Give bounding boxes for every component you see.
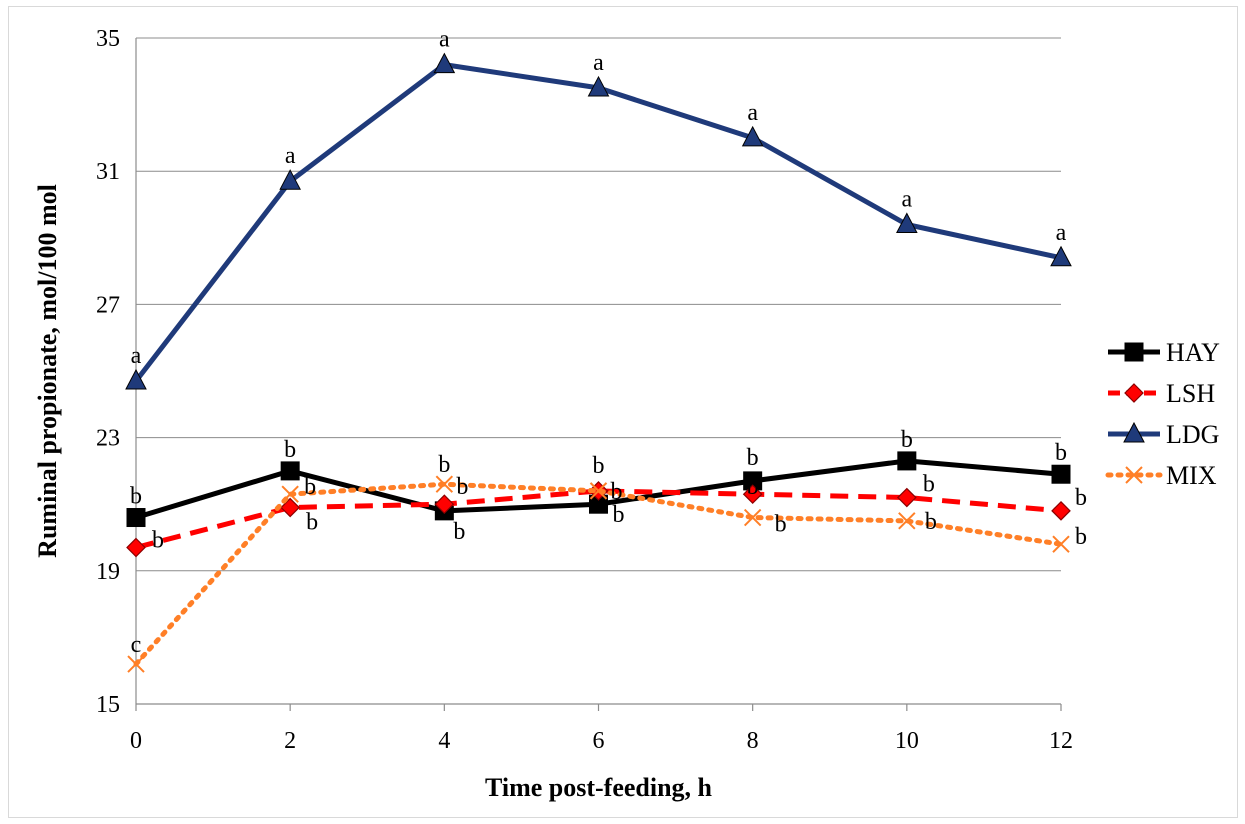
- data-label-ldg: a: [131, 343, 142, 369]
- data-label-mix: b: [304, 474, 316, 500]
- data-point-mix: [1052, 535, 1070, 553]
- legend-label: MIX: [1166, 461, 1217, 490]
- data-label-mix: b: [775, 512, 787, 538]
- data-point-lsh: [434, 494, 455, 515]
- data-point-hay: [126, 508, 146, 528]
- y-tick-label: 27: [96, 292, 120, 318]
- legend-label: HAY: [1166, 338, 1220, 367]
- y-tick-label: 15: [96, 692, 120, 718]
- data-label-hay: b: [284, 437, 296, 463]
- data-label-ldg: a: [1056, 220, 1067, 246]
- data-point-lsh: [126, 537, 146, 558]
- legend-marker: [1123, 421, 1145, 443]
- legend-label: LDG: [1166, 420, 1219, 449]
- x-tick-label: 12: [1049, 728, 1073, 754]
- data-label-hay: b: [1055, 440, 1067, 466]
- y-tick-label: 31: [96, 159, 120, 185]
- data-label-hay: b: [130, 484, 142, 510]
- data-point-ldg: [279, 169, 301, 190]
- data-point-mix: [281, 485, 299, 503]
- data-point-mix: [435, 475, 454, 493]
- data-label-lsh: b: [152, 527, 164, 553]
- data-point-mix: [589, 482, 608, 500]
- data-label-lsh: b: [456, 474, 468, 500]
- data-label-ldg: a: [285, 143, 296, 169]
- data-label-mix: b: [438, 452, 450, 478]
- legend: HAY LSH LDG MIX: [1105, 338, 1220, 490]
- y-tick-label: 19: [96, 559, 120, 585]
- data-point-mix: [898, 512, 916, 530]
- data-point-hay: [897, 451, 917, 471]
- x-tick-label: 8: [747, 728, 759, 754]
- data-label-lsh: b: [1075, 485, 1087, 511]
- series-lsh: [126, 481, 1071, 558]
- series-ldg: [125, 52, 1072, 390]
- y-tick-label: 35: [96, 26, 120, 52]
- legend-marker: [1124, 342, 1144, 362]
- legend-entry-ldg: LDG: [1108, 420, 1219, 449]
- series-lines: [125, 52, 1072, 673]
- data-point-ldg: [125, 368, 147, 390]
- data-label-ldg: a: [747, 100, 758, 126]
- data-point-mix: [127, 655, 145, 673]
- legend-marker: [1124, 383, 1144, 403]
- data-label-hay: b: [453, 519, 465, 545]
- y-axis-title: Ruminal propionate, mol/100 mol: [33, 184, 62, 558]
- data-label-ldg: a: [593, 50, 604, 76]
- data-label-lsh: b: [747, 474, 759, 500]
- data-label-lsh: b: [923, 472, 935, 498]
- data-label-ldg: a: [902, 186, 913, 212]
- x-axis-title: Time post-feeding, h: [485, 773, 713, 802]
- legend-entry-lsh: LSH: [1108, 379, 1215, 408]
- grid-lines: [136, 37, 1061, 572]
- x-tick-label: 6: [593, 728, 605, 754]
- y-tick-label: 23: [96, 426, 120, 452]
- series-line-ldg: [134, 62, 1062, 383]
- data-point-ldg: [896, 212, 918, 233]
- data-point-ldg: [433, 52, 456, 74]
- data-point-lsh: [742, 484, 763, 505]
- data-point-lsh: [280, 497, 301, 518]
- data-point-mix: [743, 508, 762, 527]
- chart-frame: [8, 6, 1238, 818]
- series-mix: [127, 475, 1070, 673]
- data-label-hay: b: [747, 445, 759, 471]
- data-point-hay: [280, 461, 300, 481]
- data-point-lsh: [896, 487, 917, 508]
- data-label-mix: b: [593, 453, 605, 479]
- axes: 15 19 23 27 31 35 0 2 4 6 8 10 12: [96, 26, 1073, 754]
- x-tick-label: 10: [895, 728, 919, 754]
- x-tick-label: 4: [438, 728, 450, 754]
- data-point-hay: [1051, 464, 1071, 484]
- data-label-mix: b: [925, 509, 937, 535]
- data-label-hay: b: [901, 427, 913, 453]
- data-point-ldg: [741, 125, 764, 147]
- x-tick-label: 0: [130, 728, 142, 754]
- data-point-ldg: [587, 75, 610, 97]
- legend-entry-mix: MIX: [1105, 461, 1217, 490]
- legend-marker: [1125, 466, 1143, 484]
- data-point-lsh: [1051, 501, 1071, 521]
- x-tick-label: 2: [284, 728, 296, 754]
- data-label-lsh: b: [611, 479, 623, 505]
- data-label-mix: c: [131, 632, 142, 658]
- legend-label: LSH: [1166, 379, 1215, 408]
- data-label-hay: b: [613, 502, 625, 528]
- data-point-ldg: [1050, 245, 1072, 267]
- data-label-mix: b: [1075, 524, 1087, 550]
- legend-entry-hay: HAY: [1108, 338, 1220, 367]
- data-label-lsh: b: [306, 510, 318, 536]
- data-label-ldg: a: [439, 27, 450, 53]
